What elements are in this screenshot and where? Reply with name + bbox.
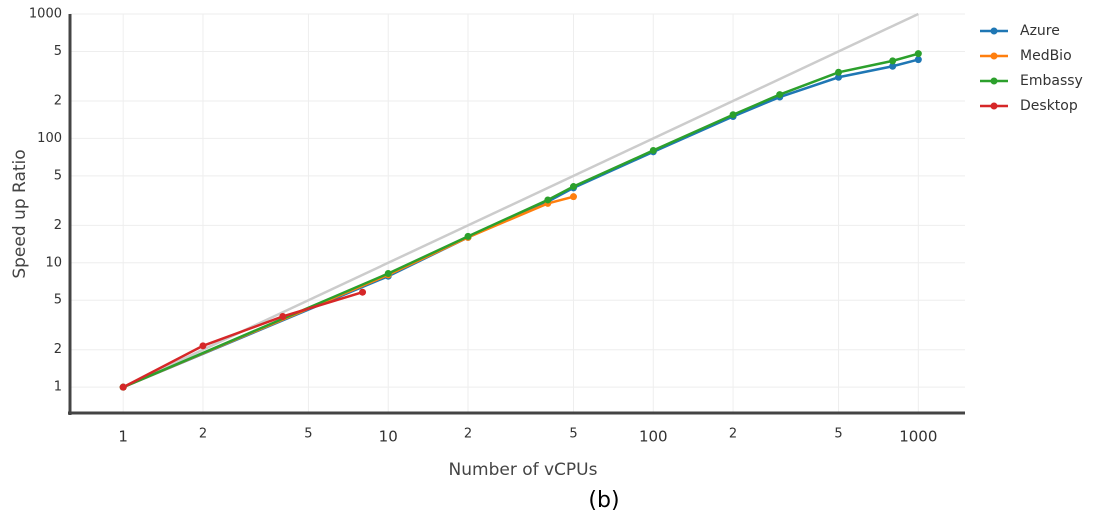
y-tick-label: 5	[54, 168, 62, 183]
data-point	[199, 342, 207, 350]
y-tick-label: 2	[54, 93, 62, 108]
data-point	[835, 73, 843, 81]
data-point	[914, 50, 922, 58]
data-point	[889, 57, 897, 65]
y-tick-label: 5	[54, 293, 62, 308]
data-point	[776, 91, 784, 99]
legend-label: Azure	[1020, 23, 1060, 39]
x-tick-label: 10	[379, 428, 398, 446]
y-tick-label: 2	[54, 342, 62, 357]
x-tick-label: 5	[569, 427, 577, 442]
y-tick-label: 1	[54, 380, 62, 395]
series-line	[122, 58, 919, 389]
legend-marker	[990, 77, 998, 85]
legend-marker	[990, 27, 998, 35]
series-line	[122, 291, 363, 389]
data-point	[544, 196, 552, 204]
data-point	[569, 183, 577, 191]
data-point	[384, 270, 392, 278]
y-tick-label: 1000	[29, 7, 62, 22]
y-tick-label: 5	[54, 44, 62, 59]
series-line	[122, 52, 919, 389]
x-tick-label: 1	[118, 428, 128, 446]
x-tick-label: 1000	[899, 428, 937, 446]
data-point	[119, 383, 127, 391]
x-tick-label: 2	[729, 427, 737, 442]
data-point	[914, 56, 922, 64]
y-axis-label: Speed up Ratio	[10, 149, 30, 278]
data-point	[729, 111, 737, 119]
x-tick-label: 100	[639, 428, 668, 446]
y-tick-label: 2	[54, 218, 62, 233]
y-tick-label: 10	[45, 255, 62, 270]
data-point	[649, 146, 657, 154]
legend-label: MedBio	[1020, 48, 1072, 64]
legend-marker	[990, 102, 998, 110]
y-tick-label: 100	[37, 131, 62, 146]
x-axis-label: Number of vCPUs	[449, 460, 598, 480]
x-tick-label: 2	[199, 427, 207, 442]
x-tick-label: 5	[834, 427, 842, 442]
x-tick-label: 5	[304, 427, 312, 442]
reference-line	[122, 12, 919, 389]
data-point	[464, 232, 472, 240]
legend-label: Embassy	[1020, 73, 1083, 89]
x-tick-label: 2	[464, 427, 472, 442]
data-point	[889, 62, 897, 70]
caption: (b)	[588, 488, 619, 513]
data-point	[569, 193, 577, 201]
legend-marker	[990, 52, 998, 60]
data-point	[279, 312, 287, 320]
legend-label: Desktop	[1020, 98, 1078, 114]
data-point	[835, 68, 843, 76]
data-point	[359, 288, 367, 296]
